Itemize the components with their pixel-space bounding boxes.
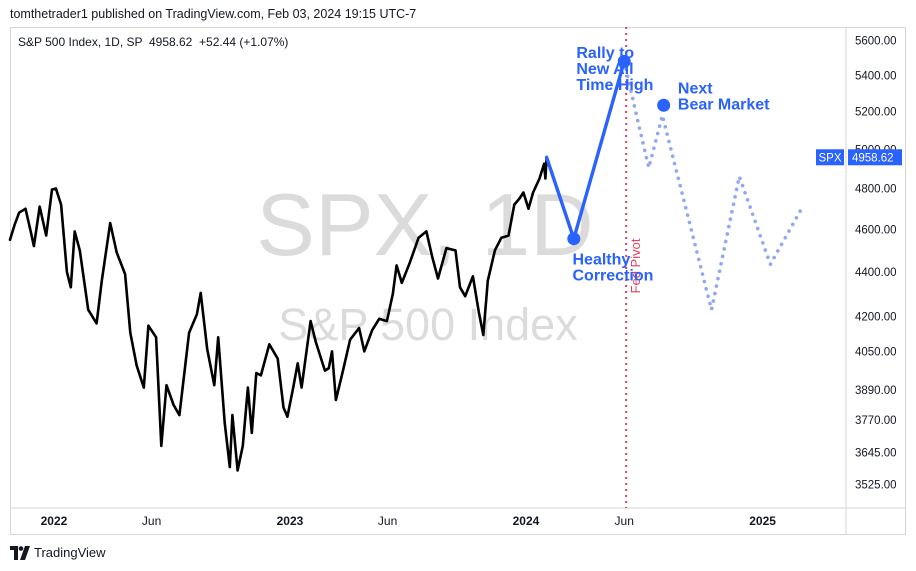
- annotation-line: Correction: [573, 267, 654, 284]
- annotation-text: Healthy Correction: [573, 251, 654, 284]
- annotation-text: Rally to New All Time High: [576, 45, 653, 94]
- y-tick-label: 3645.00: [855, 447, 897, 459]
- projection-marker: [567, 232, 581, 246]
- time-axis[interactable]: 2022 Jun 2023 Jun 2024 Jun 2025: [41, 514, 777, 528]
- x-tick-label: Jun: [142, 514, 161, 528]
- tradingview-brand-text: TradingView: [34, 545, 106, 560]
- last-price-value-bg: [848, 149, 902, 166]
- x-tick-label: Jun: [378, 514, 397, 528]
- published-by-text: tomthetrader1 published on TradingView.c…: [10, 7, 417, 21]
- markers-group: [567, 54, 671, 246]
- fed-pivot-line-group: Fed Pivot: [625, 27, 643, 508]
- y-tick-label: 5400.00: [855, 70, 897, 82]
- y-tick-label: 4050.00: [855, 346, 897, 358]
- last-price-symbol-bg: [816, 149, 844, 166]
- annotations-group: Rally to New All Time High Next Bear Market H…: [573, 45, 771, 284]
- tradingview-footer[interactable]: TradingView: [10, 545, 106, 560]
- watermark-name: S&P 500 Index: [278, 299, 578, 350]
- y-tick-label: 4400.00: [855, 267, 897, 279]
- y-tick-label: 4800.00: [855, 183, 897, 195]
- symbol-info-bar[interactable]: S&P 500 Index, 1D, SP 4958.62 +52.44 (+1…: [18, 35, 288, 49]
- y-tick-label: 5200.00: [855, 107, 897, 119]
- series-line-dotted-blue: [622, 59, 805, 312]
- y-tick-label: 3525.00: [855, 480, 897, 492]
- annotation-line: Time High: [576, 77, 653, 94]
- annotation-line: New All: [576, 61, 633, 78]
- fed-pivot-label: Fed Pivot: [628, 238, 643, 293]
- projection-marker: [657, 98, 671, 112]
- y-tick-label: 3770.00: [855, 415, 897, 427]
- watermark: SPX, 1D S&P 500 Index: [256, 175, 593, 350]
- annotation-line: Next: [678, 80, 713, 97]
- x-tick-label: 2024: [513, 514, 540, 528]
- x-tick-label: Jun: [615, 514, 634, 528]
- last-price-label: SPX 4958.62: [816, 149, 902, 166]
- last-price-value: 4958.62: [852, 152, 894, 164]
- watermark-symbol: SPX, 1D: [256, 175, 593, 274]
- y-tick-label: 4200.00: [855, 312, 897, 324]
- last-price-symbol: SPX: [818, 152, 841, 164]
- projection-marker: [617, 54, 631, 68]
- annotation-line: Rally to: [576, 45, 634, 62]
- y-tick-label: 4600.00: [855, 224, 897, 236]
- annotation-line: Healthy: [573, 251, 631, 268]
- y-tick-label: 3890.00: [855, 385, 897, 397]
- annotation-text: Next Bear Market: [678, 80, 770, 113]
- price-axis[interactable]: 3525.00 3645.00 3770.00 3890.00 4050.00 4200.…: [855, 36, 897, 492]
- annotation-line: Bear Market: [678, 96, 770, 113]
- y-tick-label: 5600.00: [855, 36, 897, 48]
- x-tick-label: 2025: [749, 514, 776, 528]
- chart-frame[interactable]: [10, 27, 906, 535]
- x-tick-label: 2023: [277, 514, 304, 528]
- x-tick-label: 2022: [41, 514, 68, 528]
- tradingview-logo-icon: [10, 545, 30, 560]
- series-line-solid-black: [8, 156, 548, 472]
